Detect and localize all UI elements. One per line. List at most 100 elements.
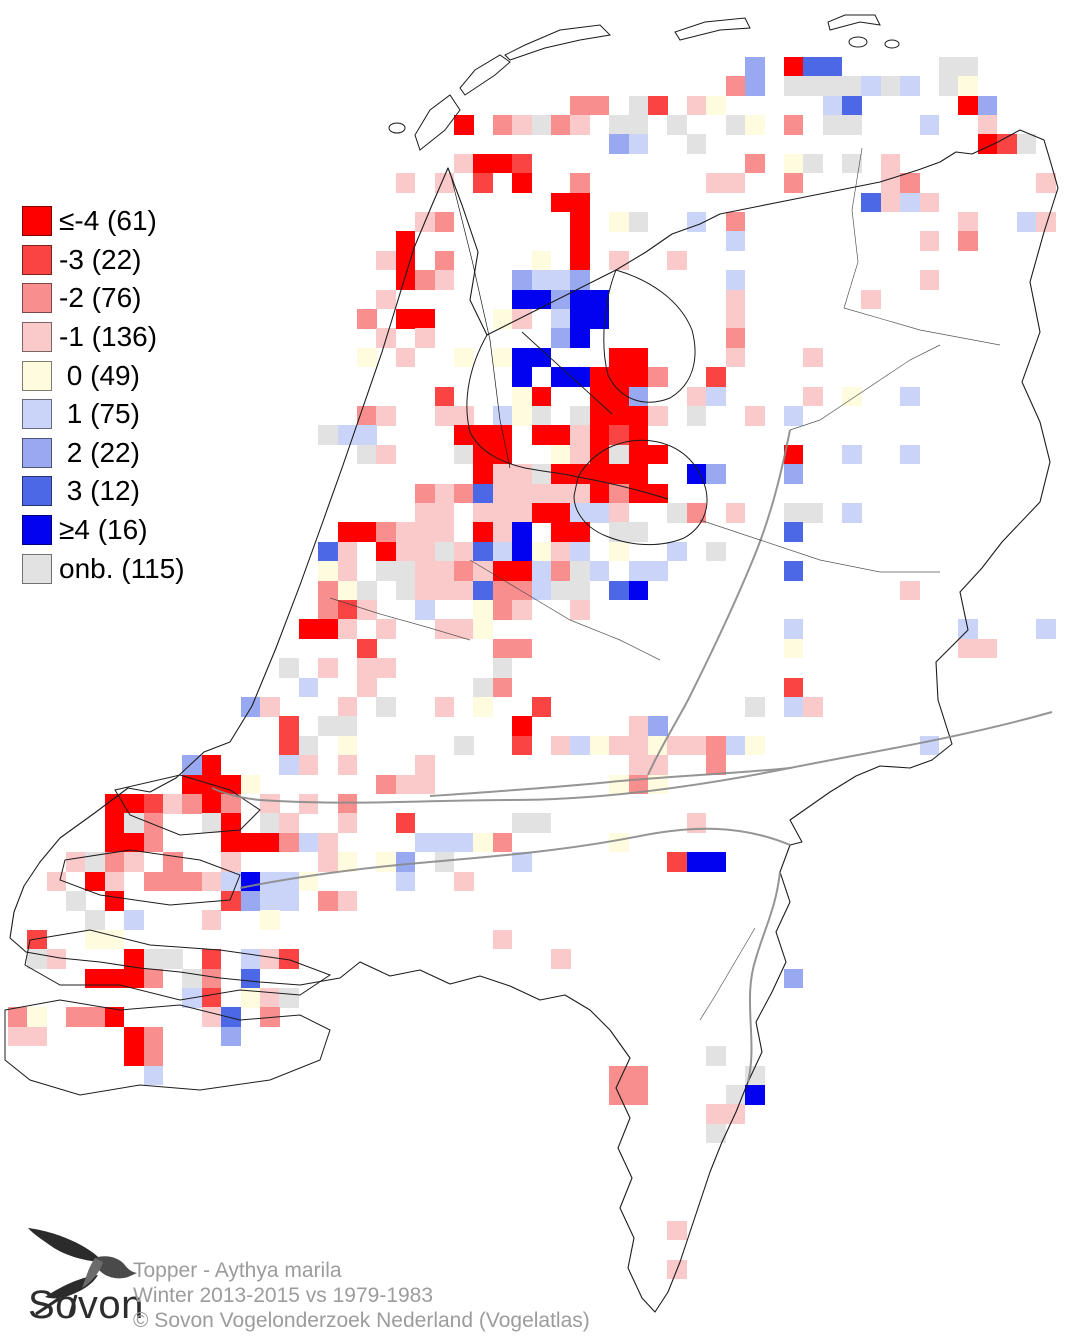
grid-cell [415,522,435,542]
grid-cell [783,56,804,77]
grid-cell [279,890,299,911]
grid-cell [376,444,396,465]
grid-cell [104,890,125,911]
grid-cell [85,852,105,872]
grid-cell [841,444,862,465]
grid-cell [570,211,590,232]
schiermonnikoog-outline [827,14,881,31]
grid-cell [337,813,358,833]
grid-cell [376,619,396,639]
grid-cell [337,852,358,872]
grid-cell [609,735,629,756]
grid-cell [162,793,183,814]
grid-cell [1035,211,1056,232]
grid-cell [434,541,455,562]
grid-cell [822,114,843,135]
grid-cell [725,502,746,523]
grid-cell [686,95,707,116]
grid-cell [356,308,377,329]
grid-cell [550,580,571,601]
grid-cell [667,852,687,872]
grid-cell [531,696,552,717]
grid-cell [124,793,144,814]
grid-cell [744,696,765,717]
grid-cell [124,910,144,930]
grid-cell [531,502,552,523]
grid-cell [279,735,299,756]
grid-cell [822,56,843,77]
grid-cell [550,289,571,310]
grid-cell [628,386,649,407]
grid-cell [647,444,668,465]
grid-cell [647,716,668,736]
houtribdijk-line [521,331,613,415]
legend-label-p1: 1 (75) [59,398,140,430]
grid-cell [667,541,687,562]
grid-cell [725,76,746,96]
legend-label-z: 0 (49) [59,359,140,391]
grid-cell [376,658,396,678]
grid-cell [201,1007,222,1027]
grid-cell [609,211,629,232]
river-maas-lower [239,827,791,889]
grid-cell [512,464,532,484]
grid-cell [589,502,610,523]
grid-cell [395,813,416,833]
grid-cell [473,483,493,504]
grid-cell [182,871,202,892]
legend-swatch-m2 [22,283,52,314]
grid-cell [492,425,513,445]
grid-cell [473,153,493,174]
grid-cell [279,832,299,853]
grid-cell [783,405,804,426]
legend-row-p4: ≥4 (16) [22,511,185,550]
grid-cell [609,444,629,465]
grid-cell [143,1065,164,1086]
grid-cell [783,619,804,639]
river-waal [211,711,1053,804]
legend-label-u: onb. (115) [59,552,185,584]
grid-cell [667,1220,687,1241]
grid-cell [725,270,746,290]
grid-cell [744,56,765,77]
legend-row-m1: -1 (136) [22,318,185,357]
grid-cell [589,735,610,756]
grid-cell [473,444,493,465]
noorderhaaks-islet [388,122,406,134]
river-lek [429,767,791,797]
grid-cell [7,1007,28,1027]
grid-cell [46,949,67,969]
grid-cell [531,386,552,407]
grid-cell [434,211,455,232]
grid-cell [356,522,377,542]
grid-cell [550,541,571,562]
grid-cell [512,580,532,601]
grid-cell [473,502,493,523]
grid-cell [977,95,998,116]
grid-cell [415,270,435,290]
grid-cell [609,464,629,484]
grid-cell [686,134,707,154]
grid-cell [609,134,629,154]
grid-cell [570,270,590,290]
grid-cell [85,929,105,950]
grid-cell [570,735,590,756]
grid-cell [570,114,590,135]
grid-cell [570,425,590,445]
grid-cell [318,716,338,736]
grid-cell [415,483,435,504]
grid-cell [783,522,804,542]
grid-cell [143,813,164,833]
grid-cell [279,755,299,775]
border-utrecht [469,559,661,661]
grid-cell [628,1065,649,1086]
grid-cell [85,910,105,930]
grid-cell [104,871,125,892]
grid-cell [259,793,280,814]
grid-cell [240,696,261,717]
grid-cell [492,114,513,135]
grid-cell [647,483,668,504]
grid-cell [570,308,590,329]
grid-cell [395,347,416,368]
grid-cell [473,599,493,620]
